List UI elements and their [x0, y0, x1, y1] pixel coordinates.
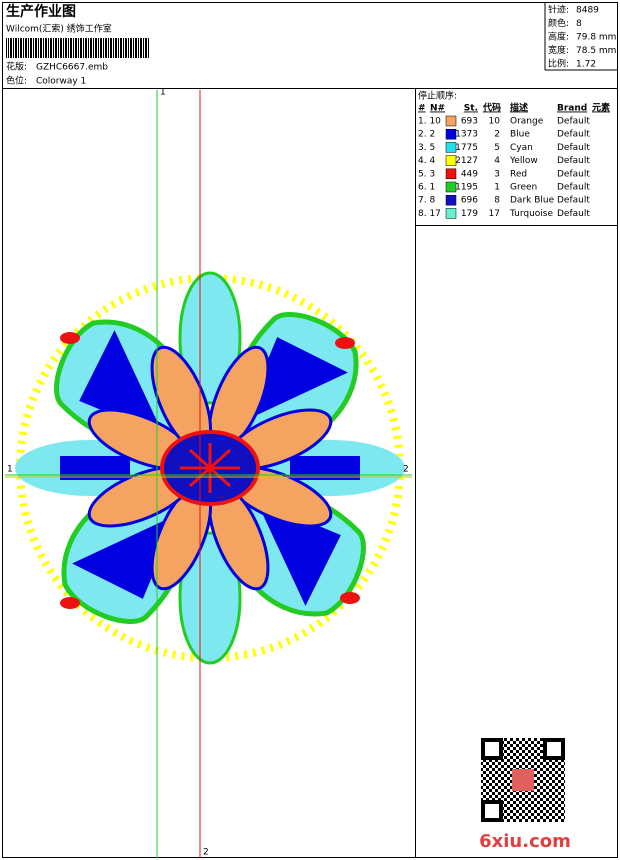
- qr-finder: [543, 738, 565, 760]
- sequence: 7. 8: [418, 196, 435, 206]
- brand: Default: [557, 156, 590, 166]
- code: 17: [489, 209, 500, 219]
- column-header: 元素: [592, 102, 610, 114]
- column-header: 代码: [482, 102, 501, 114]
- color-chip: [445, 208, 457, 219]
- description: Dark Blue: [510, 196, 555, 206]
- axis-marker: 2: [403, 465, 409, 475]
- axis-marker: 1: [7, 465, 13, 475]
- description: Green: [510, 183, 537, 193]
- stop-sequence-label: 停止顺序:: [418, 90, 457, 102]
- column-header: Brand: [557, 104, 587, 114]
- watermark: 6xiu.com: [479, 831, 571, 852]
- axis-marker: 1: [160, 88, 166, 98]
- stat-label: 比例:: [548, 58, 569, 70]
- stat-label: 颜色:: [548, 17, 569, 29]
- brand: Default: [557, 143, 590, 153]
- sequence: 2. 2: [418, 130, 435, 140]
- colorway-label: 色位:: [6, 75, 27, 87]
- color-chip: [445, 181, 457, 193]
- sequence: 3. 5: [418, 143, 435, 153]
- code: 4: [494, 156, 500, 166]
- sequence: 1. 10: [418, 117, 441, 127]
- file-value: GZHC6667.emb: [36, 63, 108, 73]
- description: Red: [510, 169, 527, 179]
- brand: Default: [557, 130, 590, 140]
- code: 10: [489, 117, 501, 127]
- sequence: 6. 1: [418, 183, 435, 193]
- stitches: 1775: [455, 143, 478, 153]
- qr-finder: [481, 738, 503, 760]
- description: Blue: [510, 130, 530, 140]
- qr-finder: [481, 800, 503, 822]
- feathers: [178, 271, 242, 665]
- stitches: 2127: [455, 156, 478, 166]
- description: Yellow: [509, 156, 538, 166]
- subtitle: Wilcom(汇索) 绣饰工作室: [6, 23, 112, 35]
- column-header: 描述: [510, 102, 528, 114]
- description: Cyan: [510, 143, 533, 153]
- sequence: 5. 3: [418, 169, 435, 179]
- stitches: 179: [461, 209, 478, 219]
- title: 生产作业图: [6, 3, 76, 20]
- stat-value: 8489: [576, 6, 599, 16]
- sequence: 4. 4: [418, 156, 435, 166]
- sequence: 8. 17: [418, 209, 441, 219]
- color-chip: [445, 155, 457, 166]
- code: 3: [494, 169, 500, 179]
- barcode: [6, 38, 150, 58]
- stat-value: 8: [576, 19, 582, 29]
- brand: Default: [557, 209, 590, 219]
- axis-marker: 2: [203, 848, 209, 858]
- code: 2: [494, 130, 500, 140]
- stat-value: 1.72: [576, 60, 596, 70]
- colorway-value: Colorway 1: [36, 77, 86, 87]
- code: 1: [494, 183, 500, 193]
- column-header: St.: [464, 104, 478, 114]
- stitches: 1195: [455, 183, 478, 193]
- stat-label: 宽度:: [548, 44, 569, 56]
- color-chip: [445, 142, 457, 153]
- column-header: #: [418, 104, 426, 114]
- qr-logo: [512, 769, 534, 791]
- color-chip: [445, 168, 457, 180]
- stitches: 1373: [455, 130, 478, 140]
- column-header: N#: [430, 104, 445, 114]
- stitches: 696: [461, 196, 478, 206]
- stitches: 693: [461, 117, 478, 127]
- stitches: 449: [461, 169, 478, 179]
- stat-label: 针迹:: [548, 4, 569, 16]
- brand: Default: [557, 117, 590, 127]
- stat-value: 78.5 mm: [576, 46, 616, 56]
- stat-value: 79.8 mm: [576, 33, 616, 43]
- brand: Default: [557, 196, 590, 206]
- brand: Default: [557, 169, 590, 179]
- file-label: 花版:: [6, 61, 27, 73]
- description: Turquoise: [509, 209, 553, 219]
- color-chip: [445, 115, 457, 127]
- color-chip: [445, 128, 457, 140]
- embroidery-design: [15, 271, 405, 665]
- brand: Default: [557, 183, 590, 193]
- stat-label: 高度:: [548, 31, 569, 43]
- code: 5: [494, 143, 500, 153]
- description: Orange: [510, 117, 544, 127]
- code: 8: [494, 196, 500, 206]
- color-chip: [445, 194, 457, 206]
- center-stitches: [180, 443, 240, 493]
